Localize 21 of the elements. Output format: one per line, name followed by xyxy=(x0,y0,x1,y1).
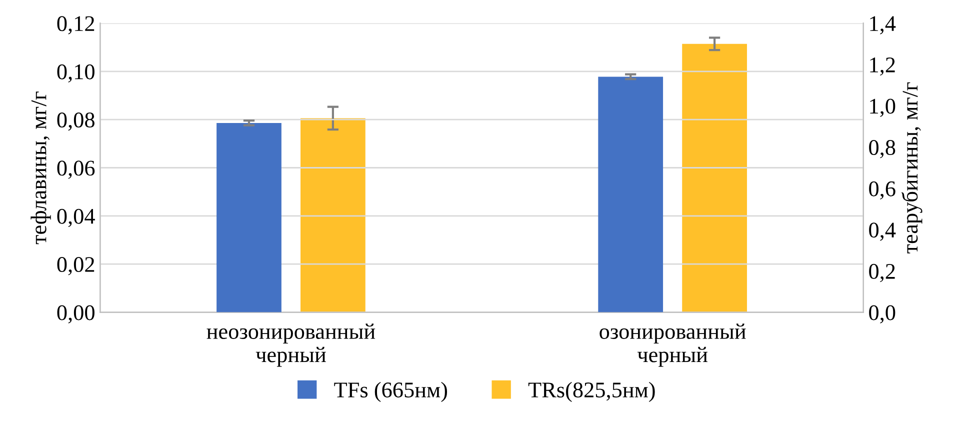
y-tick-label: 0,08 xyxy=(57,112,94,131)
legend-label: TFs (665нм) xyxy=(334,382,448,402)
y-tick-label: 0,02 xyxy=(57,257,94,276)
y2-tick-label: 0,0 xyxy=(869,305,896,324)
y-tick-label: 0,00 xyxy=(57,305,94,324)
y2-tick-label: 0,4 xyxy=(869,222,896,241)
y-tick-label: 0,10 xyxy=(57,64,94,83)
y-axis-title: тефлавины, мг/г xyxy=(30,92,51,244)
y-tick-label: 0,06 xyxy=(57,160,95,179)
y-tick-label: 0,04 xyxy=(57,208,95,228)
y2-tick-label: 0,2 xyxy=(869,264,895,282)
y2-tick-label: 0,8 xyxy=(869,140,896,158)
y2-tick-label: 1,2 xyxy=(870,58,895,76)
x-tick-label: озонированный черный xyxy=(600,324,746,367)
y2-tick-label: 0,6 xyxy=(869,181,896,200)
y2-axis-title: теарубигины, мг/г xyxy=(902,82,922,254)
legend-label: TRs(825,5нм) xyxy=(528,382,655,402)
y2-tick-label: 1,0 xyxy=(870,98,896,117)
x-tick-label: неозонированный черный xyxy=(206,324,376,367)
y2-tick-label: 1,4 xyxy=(870,16,896,34)
y-tick-label: 0,12 xyxy=(57,16,94,34)
